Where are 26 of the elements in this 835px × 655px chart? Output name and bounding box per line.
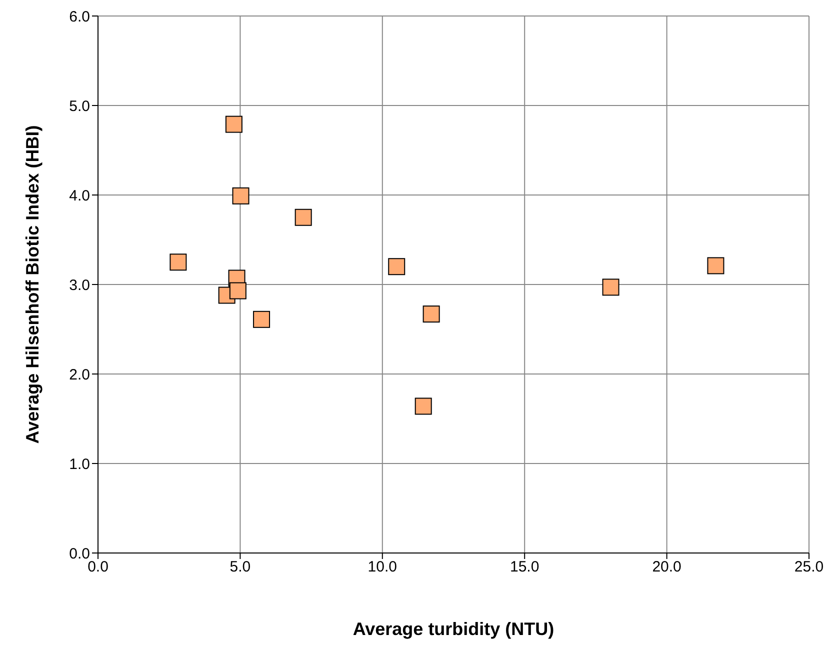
point [232, 187, 250, 204]
x-tick-label: 15.0 [510, 558, 540, 576]
point [225, 116, 242, 133]
y-tick-label: 5.0 [69, 98, 90, 115]
x-tick-label: 5.0 [230, 558, 251, 576]
x-tick-label: 20.0 [652, 558, 682, 576]
point [388, 258, 406, 276]
y-tick-label: 1.0 [69, 456, 90, 473]
y-tick-label: 3.0 [69, 276, 90, 294]
point [170, 254, 187, 271]
y-tick-label: 4.0 [69, 187, 90, 204]
x-tick-label: 0.0 [88, 558, 108, 576]
y-tick-label: 0.0 [69, 545, 90, 562]
point [707, 257, 724, 274]
y-tick-label: 2.0 [69, 366, 90, 384]
point [294, 208, 312, 226]
point [229, 282, 246, 300]
x-tick-label: 10.0 [368, 558, 397, 576]
y-axis-title: Average Hilsenhoff Biotic Index (HBI) [22, 125, 42, 444]
x-tick-label: 25.0 [794, 558, 824, 576]
point [422, 306, 440, 323]
y-tick-label: 6.0 [69, 8, 90, 26]
x-axis-title: Average turbidity (NTU) [352, 619, 554, 639]
point [602, 278, 620, 296]
point [414, 398, 432, 415]
point [253, 310, 270, 328]
